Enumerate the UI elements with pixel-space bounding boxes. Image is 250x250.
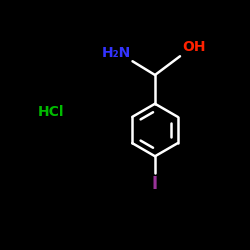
Text: H₂N: H₂N (102, 46, 131, 60)
Text: HCl: HCl (38, 106, 64, 120)
Text: I: I (152, 175, 158, 193)
Text: OH: OH (182, 40, 206, 54)
